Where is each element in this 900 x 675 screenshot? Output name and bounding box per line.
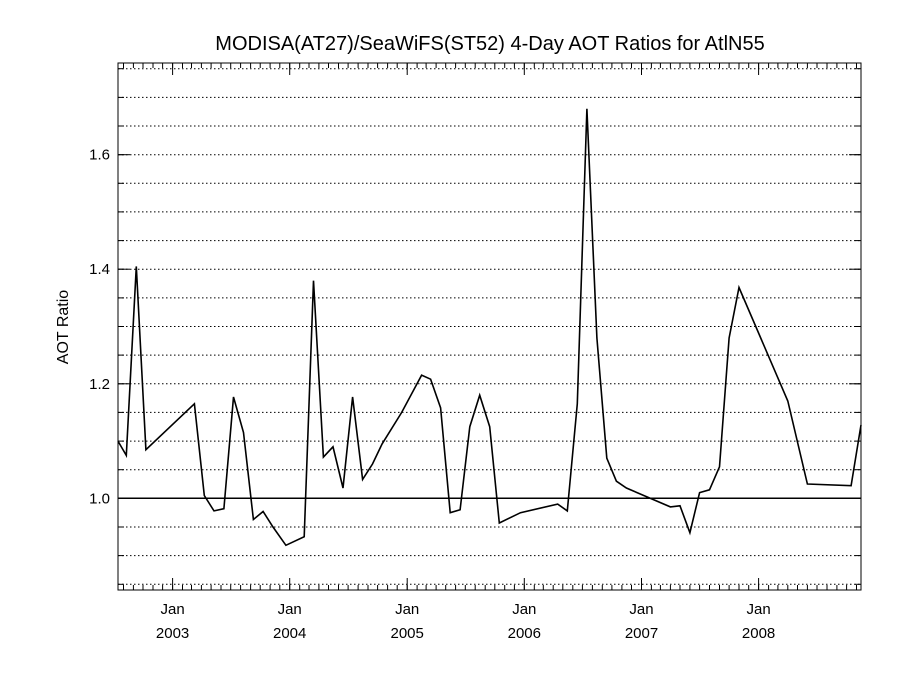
x-tick-month-label: Jan: [278, 601, 302, 618]
plot-frame: [117, 62, 862, 591]
series-line: [117, 108, 862, 547]
x-tick-year-label: 2007: [625, 625, 658, 642]
x-tick-year-label: 2005: [391, 625, 424, 642]
plot-frame-group: [117, 62, 862, 591]
chart-title: MODISA(AT27)/SeaWiFS(ST52) 4-Day AOT Rat…: [215, 33, 764, 55]
y-axis-label: AOT Ratio: [55, 290, 72, 365]
grid: [118, 68, 861, 585]
x-tick-year-label: 2004: [273, 625, 306, 642]
y-tick-label: 1.2: [89, 376, 110, 393]
x-tick-month-label: Jan: [395, 601, 419, 618]
x-ticks: Jan 2003 Jan 2004 Jan 2005 Jan 2006 Jan 2007 Jan 20…: [123, 63, 857, 642]
x-tick-month-label: Jan: [629, 601, 653, 618]
y-ticks: 1.0 1.2 1.4 1.6: [89, 68, 861, 585]
x-tick-year-label: 2008: [742, 625, 775, 642]
y-tick-label: 1.4: [89, 261, 110, 278]
y-tick-label: 1.0: [89, 490, 110, 507]
x-tick-month-label: Jan: [161, 601, 185, 618]
x-tick-year-label: 2006: [508, 625, 541, 642]
y-tick-label: 1.6: [89, 147, 110, 164]
x-tick-month-label: Jan: [512, 601, 536, 618]
series-group: [117, 108, 862, 547]
x-tick-month-label: Jan: [747, 601, 771, 618]
x-tick-year-label: 2003: [156, 625, 189, 642]
